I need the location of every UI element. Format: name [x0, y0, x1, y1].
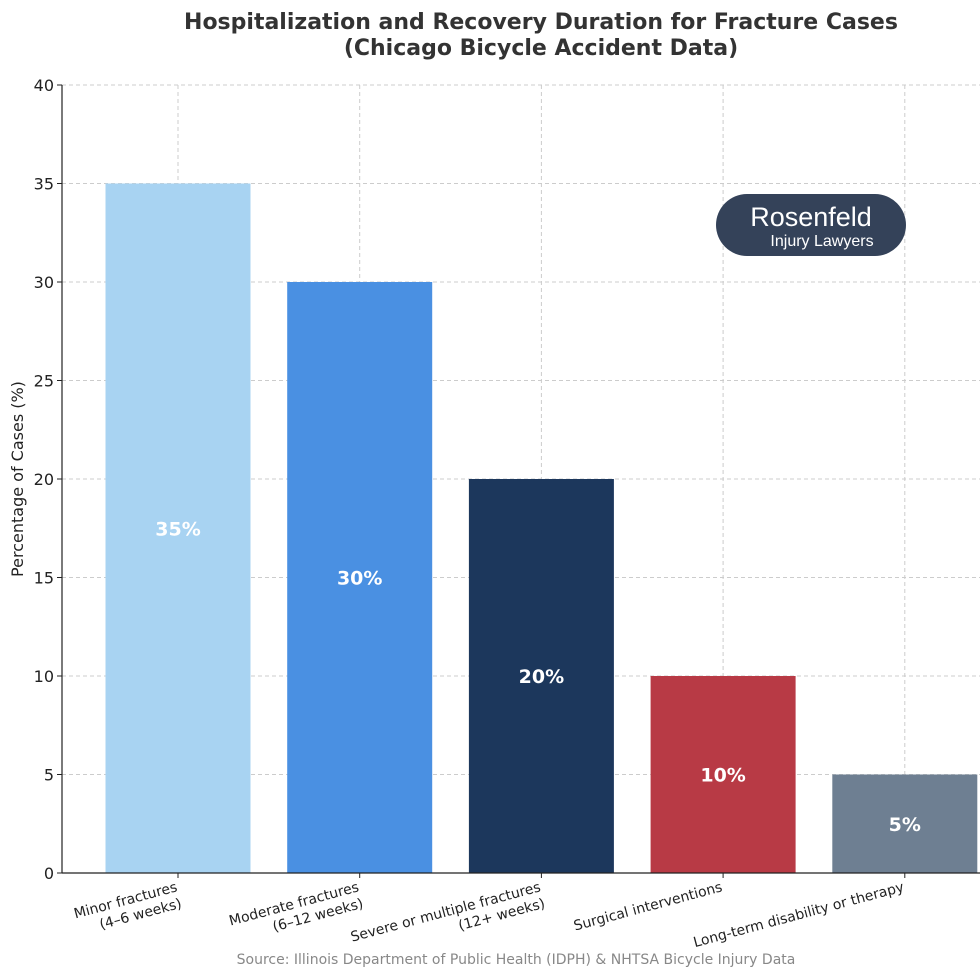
y-tick-label: 40 [34, 76, 54, 95]
rosenfeld-logo: Rosenfeld Injury Lawyers [716, 194, 906, 256]
chart-title-line-1: Hospitalization and Recovery Duration fo… [184, 10, 898, 35]
x-tick-label: Minor fractures(4–6 weeks) [72, 879, 183, 938]
data-label: 10% [700, 765, 745, 787]
y-tick-label: 25 [34, 372, 54, 391]
y-tick-label: 30 [34, 273, 54, 292]
x-tick-label: Severe or multiple fractures(12+ weeks) [349, 879, 547, 962]
y-tick-label: 10 [34, 667, 54, 686]
y-tick-label: 20 [34, 470, 54, 489]
y-tick-label: 15 [34, 569, 54, 588]
bar [105, 183, 251, 873]
bars: 35% 30% 20% 10% 5% [105, 183, 978, 873]
source-note: Source: Illinois Department of Public He… [237, 952, 796, 968]
data-label: 30% [337, 568, 382, 590]
data-label: 20% [519, 666, 564, 688]
x-tick-label: Surgical interventions [572, 879, 724, 934]
x-tick-label-line: Surgical interventions [572, 879, 724, 934]
bar [832, 774, 978, 873]
bar [287, 282, 433, 873]
x-tick-label: Long-term disability or therapy [692, 879, 906, 951]
logo-line-1: Rosenfeld [750, 202, 872, 232]
chart-title-line-2: (Chicago Bicycle Accident Data) [344, 36, 738, 61]
bar [468, 479, 614, 873]
bar [650, 676, 796, 873]
y-tick-label: 35 [34, 175, 54, 194]
y-tick-label: 5 [44, 766, 54, 785]
logo-line-2: Injury Lawyers [770, 233, 873, 250]
x-tick-label: Moderate fractures(6–12 weeks) [227, 879, 365, 945]
data-label: 5% [889, 814, 921, 836]
x-tick-label-line: Long-term disability or therapy [692, 879, 906, 951]
data-label: 35% [155, 518, 200, 540]
y-tick-label: 0 [44, 864, 54, 883]
y-axis-label: Percentage of Cases (%) [8, 381, 27, 577]
